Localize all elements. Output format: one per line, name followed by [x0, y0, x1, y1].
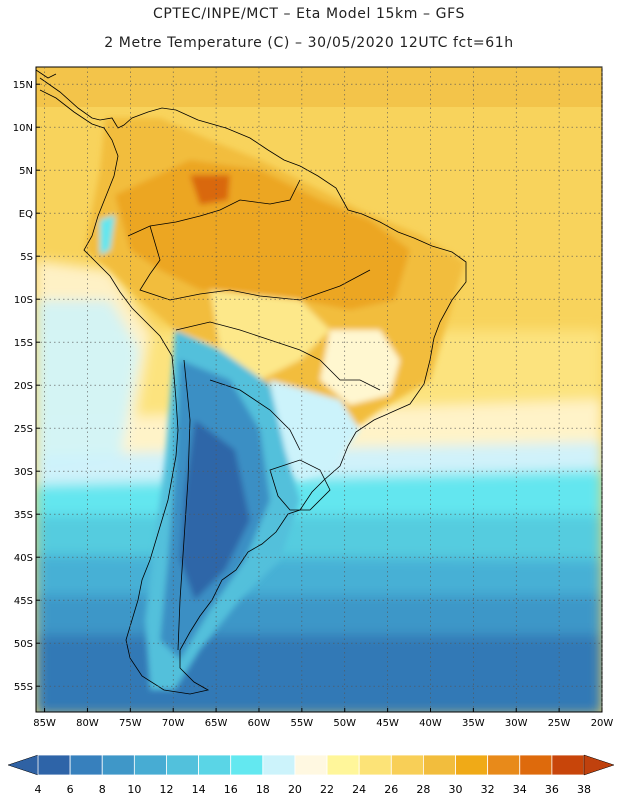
colorbar-label: 28: [416, 783, 430, 796]
lat-label: 5S: [20, 252, 33, 263]
lon-label: 20W: [591, 718, 614, 729]
colorbar-label: 14: [192, 783, 206, 796]
south-18: [270, 380, 360, 480]
lon-label: 40W: [419, 718, 442, 729]
colorbar-bin: [37, 754, 71, 776]
latitude-labels: 15N 10N 5N EQ 5S 10S 15S 20S 25S 30S 35S 40S 45S 50S 5…: [13, 80, 33, 693]
colorbar-label: 34: [513, 783, 527, 796]
colorbar-bin: [487, 754, 521, 776]
lat-label: 35S: [14, 510, 33, 521]
colorbar-label: 38: [577, 783, 591, 796]
colorbar-label: 8: [99, 783, 106, 796]
border-bolivia-paraguay: [175, 321, 321, 361]
colorbar-bin: [166, 754, 199, 776]
border-peru-bolivia-brazil: [139, 225, 371, 301]
border-argentina-paraguay: [209, 379, 301, 451]
lat-label: 10S: [14, 295, 33, 306]
andes-cold-4: [180, 420, 250, 600]
colorbar-label: 20: [288, 783, 302, 796]
colorbar-bin: [519, 754, 553, 776]
colorbar-label: 10: [127, 783, 141, 796]
colorbar-bin: [230, 754, 264, 776]
colorbar-label: 26: [384, 783, 398, 796]
lat-label: 45S: [14, 596, 33, 607]
colorbar-bin: [133, 754, 167, 776]
lat-label: 10N: [13, 123, 33, 134]
ocean-band-8: [36, 635, 602, 712]
colorbar-bin: [262, 754, 296, 776]
colorbar-label: 12: [159, 783, 173, 796]
colorbar-label: 16: [224, 783, 238, 796]
colorbar-bin: [326, 754, 360, 776]
lon-label: 65W: [205, 718, 228, 729]
colorbar-bin: [294, 754, 328, 776]
central-america-coast: [36, 69, 57, 79]
lat-label: 40S: [14, 553, 33, 564]
map-frame: [35, 66, 603, 713]
lat-label: 25S: [14, 424, 33, 435]
lat-label: 50S: [14, 639, 33, 650]
ocean-band-10: [36, 595, 602, 640]
lon-label: 75W: [119, 718, 142, 729]
map-title-line-1: CPTEC/INPE/MCT – Eta Model 15km – GFS: [152, 6, 466, 22]
plateau-24: [210, 290, 330, 380]
ocean-band-12: [36, 555, 602, 600]
lon-label: 50W: [333, 718, 356, 729]
lon-label: 25W: [548, 718, 571, 729]
amazon-hot-32: [115, 160, 410, 310]
border-venezuela-brazil: [127, 179, 301, 237]
colorbar-bin: [198, 754, 232, 776]
southeast-22: [320, 330, 400, 405]
colorbar-label: 24: [352, 783, 366, 796]
lon-label: 55W: [291, 718, 314, 729]
colorbar-label: 30: [449, 783, 463, 796]
colorbar-label: 22: [320, 783, 334, 796]
lat-label: 15N: [13, 80, 33, 91]
lon-label: 35W: [462, 718, 485, 729]
graticule: [36, 67, 603, 712]
lat-label: 20S: [14, 381, 33, 392]
hotspot-36: [190, 175, 230, 205]
colorbar-label: 4: [35, 783, 42, 796]
colorbar-under-arrow: [7, 754, 39, 776]
temperature-field: [36, 67, 602, 712]
lat-label: 15S: [14, 338, 33, 349]
colorbar-bin: [455, 754, 489, 776]
border-chile-argentina: [177, 359, 191, 651]
colorbar-label: 36: [545, 783, 559, 796]
colorbar-bin: [390, 754, 424, 776]
lat-label: 5N: [19, 166, 33, 177]
colorbar-label: 6: [67, 783, 74, 796]
colorbar-bin: [358, 754, 392, 776]
colorbar-bin: [551, 754, 585, 776]
colorbar-label: 18: [256, 783, 270, 796]
lat-label: 30S: [14, 467, 33, 478]
colorbar-bin: [101, 754, 135, 776]
border-uruguay: [269, 459, 331, 511]
colorbar: 4 6 8 10 12 14 16 18 20 22 24 26 28 30 32 34 36 38: [7, 754, 615, 796]
lon-label: 85W: [33, 718, 56, 729]
colorbar-over-arrow: [583, 754, 615, 776]
andes-north-cool: [100, 215, 115, 255]
lon-label: 70W: [162, 718, 185, 729]
lon-label: 30W: [505, 718, 528, 729]
colorbar-bin: [69, 754, 103, 776]
south-america-coastline: [39, 77, 467, 695]
longitude-labels: 85W 80W 75W 70W 65W 60W 55W 50W 45W 40W 35W 30W 25W 2…: [33, 718, 613, 729]
map-title-line-2: 2 Metre Temperature (C) – 30/05/2020 12U…: [104, 35, 514, 51]
caribbean-band: [36, 67, 602, 107]
lon-label: 60W: [248, 718, 271, 729]
lon-label: 45W: [376, 718, 399, 729]
colorbar-bin: [423, 754, 456, 776]
coastlines: [36, 69, 467, 695]
lon-label: 80W: [76, 718, 99, 729]
lat-label: EQ: [19, 209, 33, 220]
lat-label: 55S: [14, 682, 33, 693]
colorbar-label: 32: [481, 783, 495, 796]
